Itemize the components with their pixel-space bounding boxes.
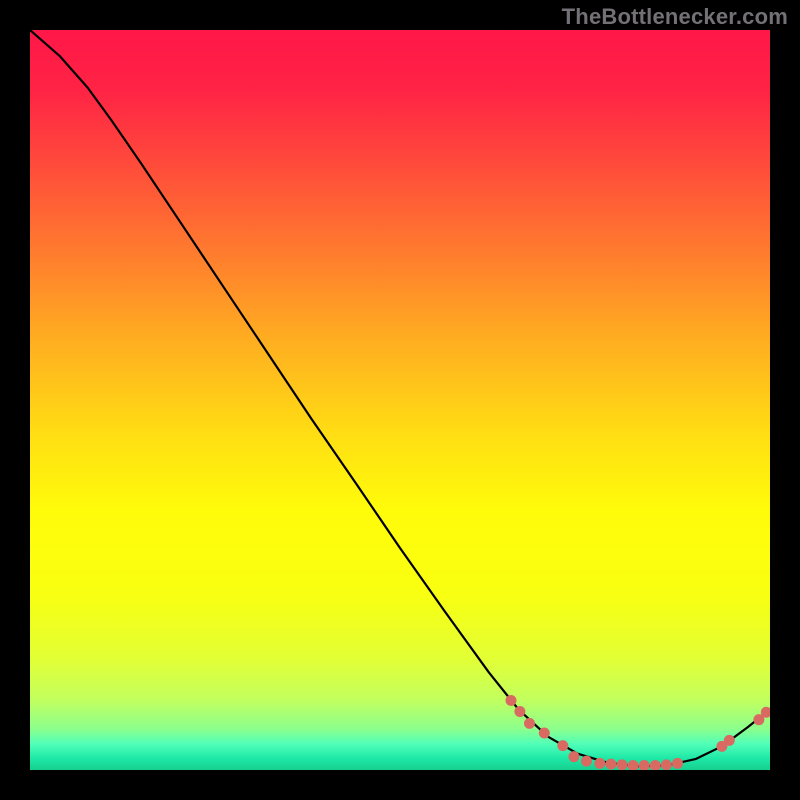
chart-container: TheBottlenecker.com xyxy=(0,0,800,800)
watermark-text: TheBottlenecker.com xyxy=(562,4,788,30)
bottleneck-gradient-background xyxy=(30,30,770,770)
